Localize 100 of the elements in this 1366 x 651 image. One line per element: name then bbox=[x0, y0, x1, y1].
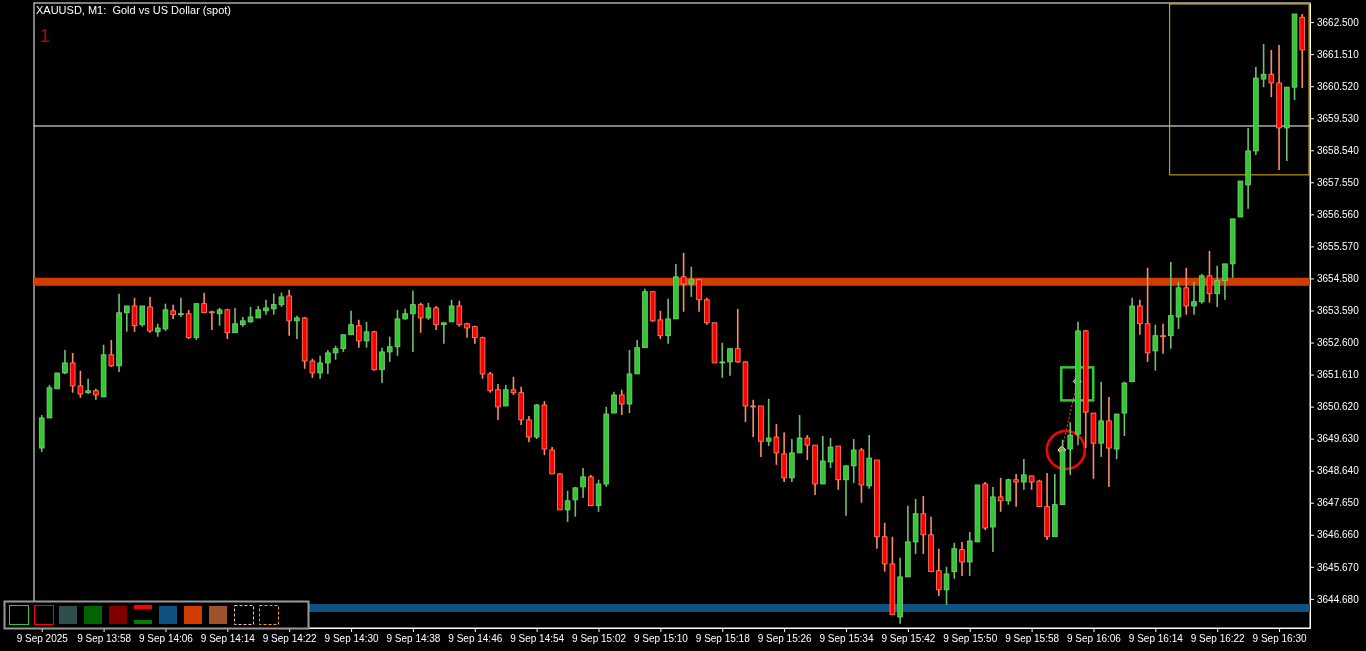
candlestick bbox=[1222, 263, 1228, 301]
x-tick-label: 9 Sep 14:06 bbox=[139, 633, 194, 645]
candlestick bbox=[1021, 458, 1027, 491]
candlestick bbox=[959, 541, 965, 577]
y-tick-label: 3656.560 bbox=[1317, 209, 1360, 221]
candlestick bbox=[611, 390, 617, 414]
candlestick bbox=[564, 489, 571, 523]
candlestick bbox=[943, 566, 950, 606]
candlestick bbox=[410, 289, 416, 353]
x-tick-label: 9 Sep 15:34 bbox=[819, 633, 874, 645]
candlestick bbox=[526, 415, 532, 444]
x-tick-label: 9 Sep 15:50 bbox=[943, 633, 998, 645]
candlestick bbox=[433, 305, 439, 331]
x-tick-label: 9 Sep 15:10 bbox=[633, 633, 689, 645]
candlestick bbox=[1260, 43, 1267, 88]
y-tick-label: 3661.510 bbox=[1317, 48, 1360, 60]
candlestick bbox=[1160, 322, 1166, 355]
annotation: 1 bbox=[40, 26, 51, 46]
candlestick bbox=[665, 298, 671, 345]
y-tick-label: 3650.620 bbox=[1317, 401, 1360, 413]
candlestick bbox=[850, 438, 857, 484]
candlestick bbox=[495, 383, 501, 421]
candlestick bbox=[317, 355, 323, 380]
candlestick bbox=[417, 301, 424, 334]
x-tick-label: 9 Sep 14:38 bbox=[386, 633, 441, 645]
candlestick bbox=[108, 339, 115, 368]
x-tick-label: 9 Sep 2025 bbox=[16, 633, 69, 645]
candlestick bbox=[1137, 299, 1143, 336]
chart-title: XAUUSD, M1: Gold vs US Dollar (spot) bbox=[36, 4, 231, 16]
x-tick-label: 9 Sep 15:02 bbox=[572, 633, 627, 645]
candlestick bbox=[727, 347, 733, 377]
x-tick-label: 9 Sep 16:30 bbox=[1252, 633, 1307, 645]
candlestick bbox=[796, 414, 803, 454]
x-tick-label: 9 Sep 15:42 bbox=[881, 633, 936, 645]
x-tick-label: 9 Sep 14:30 bbox=[324, 633, 379, 645]
candlestick bbox=[441, 321, 447, 345]
candlestick bbox=[185, 309, 192, 340]
candlestick bbox=[147, 296, 153, 334]
x-tick-label: 9 Sep 14:54 bbox=[510, 633, 565, 645]
y-tick-label: 3659.530 bbox=[1317, 112, 1360, 124]
y-tick-label: 3657.550 bbox=[1317, 177, 1360, 189]
candlestick bbox=[363, 321, 370, 349]
x-tick-label: 9 Sep 16:14 bbox=[1128, 633, 1184, 645]
candlestick bbox=[348, 310, 354, 336]
x-tick-label: 9 Sep 13:58 bbox=[77, 633, 132, 645]
y-tick-label: 3648.640 bbox=[1317, 465, 1360, 477]
candlestick bbox=[1206, 250, 1213, 304]
candlestick bbox=[843, 465, 849, 517]
candlestick bbox=[1005, 477, 1012, 506]
candlestick bbox=[224, 308, 231, 340]
candlestick bbox=[178, 297, 184, 318]
y-tick-label: 3652.600 bbox=[1317, 337, 1360, 349]
y-tick-label: 3645.670 bbox=[1317, 561, 1360, 573]
candlestick bbox=[997, 477, 1004, 513]
candlestick bbox=[765, 398, 772, 447]
candlestick bbox=[356, 319, 362, 349]
candlestick bbox=[936, 547, 942, 597]
y-tick-label: 3644.680 bbox=[1317, 593, 1360, 605]
candlestick bbox=[781, 431, 787, 483]
x-tick-label: 9 Sep 14:14 bbox=[200, 633, 256, 645]
y-tick-label: 3646.660 bbox=[1317, 529, 1360, 541]
candlestick bbox=[773, 423, 780, 466]
candlestick bbox=[804, 434, 811, 461]
candlestick bbox=[572, 486, 579, 518]
x-tick-label: 9 Sep 15:58 bbox=[1005, 633, 1060, 645]
candlestick bbox=[325, 349, 331, 375]
candlestick bbox=[920, 495, 927, 555]
candlestick bbox=[1268, 49, 1275, 98]
y-tick-label: 3660.520 bbox=[1317, 80, 1360, 92]
candlestick bbox=[201, 291, 207, 314]
x-tick-label: 9 Sep 15:18 bbox=[695, 633, 751, 645]
candlestick bbox=[131, 297, 138, 333]
candlestick bbox=[1191, 280, 1197, 316]
candlestick bbox=[1183, 266, 1190, 316]
y-tick-label: 3655.570 bbox=[1317, 241, 1360, 253]
candlestick bbox=[232, 307, 238, 334]
candlestick bbox=[719, 342, 726, 379]
candlestick bbox=[85, 377, 91, 395]
y-tick-label: 3658.540 bbox=[1317, 144, 1360, 156]
candlestick bbox=[1152, 323, 1159, 372]
candlestick bbox=[502, 384, 509, 407]
y-tick-label: 3649.630 bbox=[1317, 433, 1360, 445]
y-tick-label: 3651.610 bbox=[1317, 369, 1360, 381]
candlestick bbox=[62, 349, 68, 375]
x-tick-label: 9 Sep 16:06 bbox=[1067, 633, 1122, 645]
candlestick bbox=[549, 446, 555, 475]
x-tick-label: 9 Sep 16:22 bbox=[1190, 633, 1246, 645]
candlestick bbox=[448, 299, 455, 323]
candlestick bbox=[680, 252, 687, 313]
candlestick bbox=[1214, 265, 1220, 308]
y-tick-label: 3647.650 bbox=[1317, 497, 1360, 509]
candlestick bbox=[1098, 380, 1104, 458]
candlestick bbox=[1013, 473, 1019, 508]
x-tick-label: 9 Sep 15:26 bbox=[757, 633, 813, 645]
candlestick bbox=[618, 388, 625, 416]
y-tick-label: 3654.580 bbox=[1317, 273, 1360, 285]
candlestick bbox=[124, 305, 130, 333]
x-tick-label: 9 Sep 14:22 bbox=[262, 633, 318, 645]
candlestick bbox=[139, 305, 146, 328]
candlestick bbox=[263, 299, 269, 316]
